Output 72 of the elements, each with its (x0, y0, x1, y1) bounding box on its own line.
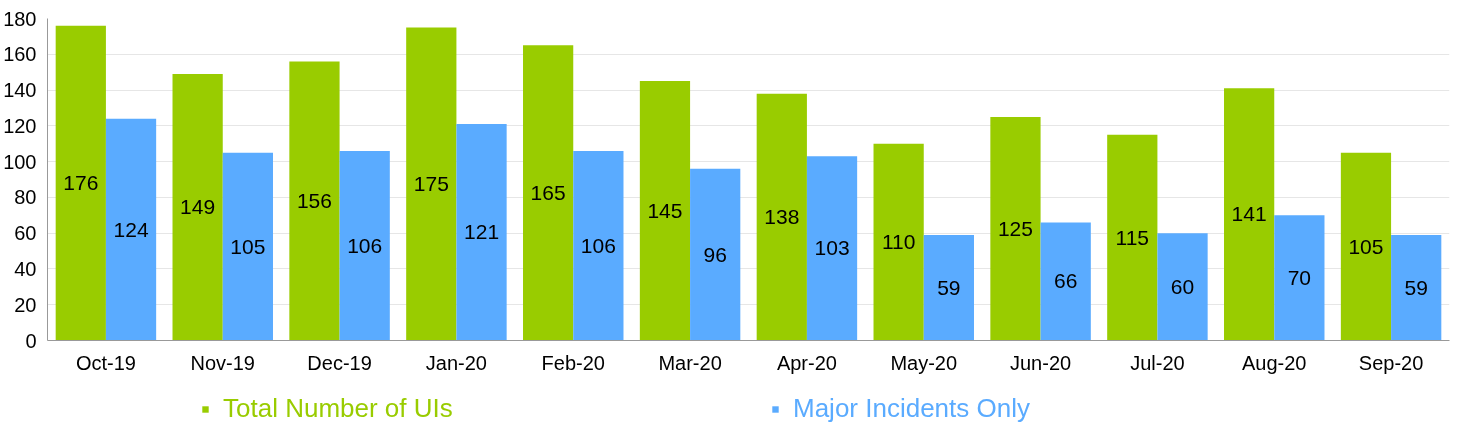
bar (756, 93, 807, 341)
x-tick-label: Jul-20 (1130, 351, 1185, 374)
x-tick-label: Jun-20 (1010, 351, 1072, 374)
bar (1391, 234, 1442, 341)
y-tick-label: 40 (14, 257, 37, 280)
data-label: 70 (1287, 265, 1312, 289)
y-tick-label: 140 (3, 79, 37, 102)
legend-label: Major Incidents Only (793, 393, 1030, 424)
x-tick-label: Nov-19 (190, 351, 255, 374)
data-label: 175 (413, 171, 449, 195)
bar (289, 61, 340, 341)
bar (339, 150, 390, 341)
bar (1224, 88, 1275, 341)
bar (690, 168, 741, 341)
data-label: 105 (230, 234, 266, 258)
bar (1107, 134, 1158, 341)
bar (1274, 215, 1325, 341)
data-label: 59 (1404, 275, 1428, 299)
bar (806, 156, 858, 341)
bar (523, 45, 574, 341)
data-label: 106 (347, 233, 383, 257)
data-label: 103 (814, 236, 850, 260)
data-label: 141 (1231, 202, 1267, 226)
data-label: 124 (113, 217, 149, 241)
x-tick-label: Aug-20 (1242, 351, 1307, 374)
y-tick-label: 100 (3, 150, 37, 173)
x-tick-label: May-20 (890, 351, 958, 374)
data-label: 106 (580, 233, 616, 257)
bar (55, 25, 106, 341)
x-tick-label: Jan-20 (425, 351, 487, 374)
data-label: 165 (530, 180, 566, 204)
data-label: 60 (1170, 274, 1195, 298)
data-label: 125 (997, 216, 1033, 240)
bar (222, 152, 273, 341)
data-label: 66 (1054, 269, 1078, 293)
bar (1157, 233, 1208, 341)
data-label: 59 (937, 275, 961, 299)
x-tick-label: Apr-20 (776, 351, 837, 374)
y-tick-label: 20 (14, 293, 37, 316)
y-tick-label: 0 (25, 329, 37, 352)
data-label: 110 (881, 230, 916, 254)
x-tick-label: Mar-20 (658, 351, 722, 374)
legend-label: Total Number of UIs (223, 393, 453, 424)
y-tick-label: 160 (3, 43, 37, 66)
data-label: 145 (647, 198, 683, 222)
x-tick-label: Oct-19 (75, 351, 136, 374)
bar (172, 73, 223, 341)
bar (573, 150, 624, 341)
y-tick-label: 60 (14, 222, 37, 245)
y-tick-label: 120 (3, 114, 37, 137)
x-tick-label: Sep-20 (1358, 351, 1424, 374)
y-tick-label: 180 (3, 7, 37, 30)
bar (990, 116, 1041, 341)
x-tick-label: Feb-20 (541, 351, 605, 374)
data-label: 115 (1115, 225, 1150, 249)
x-tick-label: Dec-19 (307, 351, 372, 374)
bar (639, 81, 691, 341)
data-label: 121 (464, 220, 500, 244)
data-label: 138 (764, 205, 800, 229)
bar (105, 118, 157, 341)
data-label: 149 (180, 195, 216, 219)
data-label: 105 (1348, 234, 1384, 258)
bar (1340, 152, 1392, 341)
bar (1040, 222, 1091, 341)
y-tick-label: 80 (14, 186, 37, 209)
bar (923, 234, 974, 341)
bar (456, 124, 507, 341)
data-label: 96 (703, 242, 727, 266)
data-label: 176 (63, 171, 99, 195)
bar (873, 143, 924, 341)
bar (406, 27, 457, 341)
data-label: 156 (296, 188, 332, 212)
